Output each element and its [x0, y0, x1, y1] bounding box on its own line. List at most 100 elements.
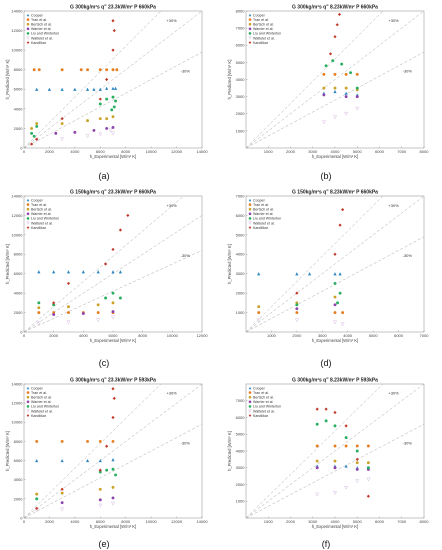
legend-marker [26, 226, 30, 229]
data-point [333, 459, 337, 463]
x-tick-label: 6000 [375, 149, 385, 154]
data-point [52, 313, 56, 316]
data-point [295, 291, 299, 295]
x-tick-label: 10000 [146, 149, 158, 154]
legend-marker [248, 212, 252, 216]
panel-label: (f) [322, 539, 331, 549]
legend-marker [26, 391, 30, 394]
data-point [104, 296, 108, 300]
data-point [37, 311, 41, 315]
legend-entry: Warrier et al. [253, 400, 273, 404]
data-point [98, 87, 102, 91]
data-point [366, 466, 370, 470]
x-tick-label: 3000 [308, 149, 318, 154]
data-point [322, 86, 326, 90]
y-tick-label: 8000 [14, 252, 24, 257]
data-point [37, 301, 41, 305]
data-point [324, 407, 328, 411]
y-tick-label: 4000 [14, 477, 24, 482]
data-point [60, 87, 64, 91]
data-point [340, 62, 344, 66]
x-tick-label: 4000 [331, 519, 341, 524]
data-point [337, 12, 342, 17]
y-axis-label: h_Predicted [W/m² K] [5, 60, 10, 100]
data-point [332, 320, 338, 325]
x-tick-label: 4000 [79, 333, 89, 338]
legend-entry: Bertsch et al. [253, 396, 274, 400]
x-axis-label: h_Experimental [W/m² K] [90, 154, 137, 159]
data-point [66, 270, 71, 274]
data-point [256, 318, 261, 323]
y-tick-label: 12000 [11, 28, 23, 33]
legend-marker [26, 400, 30, 404]
data-point [105, 77, 109, 82]
y-tick-label: 10000 [11, 232, 23, 237]
x-tick-label: 7000 [397, 519, 407, 524]
y-tick-label: 2000 [14, 310, 24, 315]
x-tick-label: 8000 [121, 149, 131, 154]
y-axis-label: h_Predicted [W/m² K] [227, 244, 232, 284]
data-points [30, 19, 119, 146]
data-point [86, 439, 90, 443]
x-tick-label: 1000 [267, 333, 277, 338]
x-tick-label: 6000 [96, 149, 106, 154]
y-tick-label: 14000 [11, 8, 23, 13]
legend-marker [26, 22, 30, 26]
y-tick-label: 6000 [236, 213, 246, 218]
data-point [111, 467, 115, 471]
legend-entry: Wattelet et al. [31, 36, 53, 40]
data-point [60, 487, 64, 491]
y-tick-label: 3000 [236, 94, 246, 99]
data-point [341, 311, 345, 315]
data-point [294, 318, 299, 323]
data-point [333, 424, 337, 428]
chart-title: G 150kg/m²s q" 23.3kW/m² P 660kPa [70, 190, 156, 196]
minus-30-line [246, 51, 424, 148]
y-tick-label: 2000 [236, 291, 246, 296]
data-point [355, 444, 359, 448]
legend-entry: Warrier et al. [31, 400, 51, 404]
y-tick-label: 14000 [11, 381, 23, 386]
data-point [47, 87, 52, 91]
legend-marker [248, 41, 252, 44]
data-point [98, 102, 102, 106]
data-point [315, 466, 319, 470]
data-point [85, 134, 90, 139]
data-point [98, 458, 102, 463]
data-point [37, 306, 41, 310]
data-point [60, 439, 64, 443]
data-point [81, 312, 85, 315]
data-point [324, 64, 328, 68]
y-tick-label: 0 [20, 329, 23, 334]
legend-marker [248, 32, 252, 35]
legend-entry: Cooper [31, 13, 44, 17]
legend-entry: Tran et al. [31, 203, 47, 207]
legend-entry: Tran et al. [253, 391, 269, 395]
x-tick-label: 7000 [397, 149, 407, 154]
data-point [328, 52, 333, 56]
data-point [344, 486, 349, 491]
chart-4: 1000 2000 3000 4000 5000 6000 7000 1000 2000 3000… [227, 190, 430, 344]
x-tick-label: 0 [23, 333, 26, 338]
data-point [114, 473, 117, 477]
data-point [112, 28, 116, 33]
legend-marker [26, 18, 30, 21]
data-point [295, 272, 299, 276]
legend-marker [26, 386, 30, 390]
data-point [118, 296, 122, 300]
data-point [36, 321, 41, 326]
data-point [30, 142, 34, 146]
data-point [111, 48, 115, 52]
panel-label: (e) [99, 539, 110, 549]
data-point [111, 301, 115, 305]
y-tick-label: 5000 [236, 432, 246, 437]
data-point [336, 301, 339, 305]
legend-marker [248, 36, 252, 40]
x-tick-label: 2000 [45, 519, 55, 524]
x-tick-label: 7000 [420, 333, 430, 338]
legend-marker [26, 36, 30, 40]
data-point [98, 470, 102, 474]
data-point [315, 459, 319, 463]
